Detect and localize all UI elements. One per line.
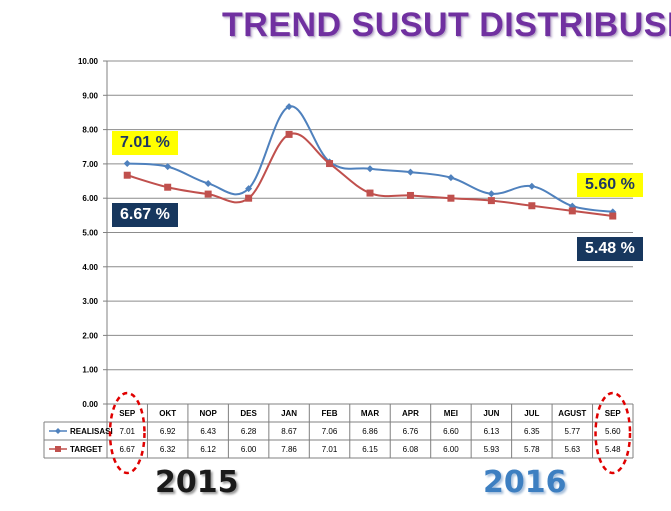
category-label: DES xyxy=(240,409,257,418)
highlight-circle xyxy=(594,391,632,475)
data-point-realisasi xyxy=(447,174,455,182)
data-point-target xyxy=(609,212,617,220)
target-start-callout: 6.67 % xyxy=(112,203,178,227)
table-cell-value: 6.00 xyxy=(241,445,257,454)
data-point-target xyxy=(487,197,495,205)
table-cell-value: 6.60 xyxy=(443,427,459,436)
table-cell-value: 5.78 xyxy=(524,445,540,454)
table-cell-value: 6.28 xyxy=(241,427,257,436)
y-tick-label: 4.00 xyxy=(82,263,98,272)
highlight-circle xyxy=(108,391,146,475)
table-cell-value: 5.93 xyxy=(484,445,500,454)
table-cell-value: 5.48 xyxy=(605,445,621,454)
data-point-realisasi xyxy=(245,185,253,193)
y-tick-label: 1.00 xyxy=(82,366,98,375)
y-tick-label: 10.00 xyxy=(78,57,99,66)
year-2015-label: 2015 xyxy=(155,465,239,500)
data-point-target xyxy=(568,207,576,215)
data-point-target xyxy=(204,190,212,198)
category-label: APR xyxy=(402,409,419,418)
y-tick-label: 6.00 xyxy=(82,194,98,203)
data-point-target xyxy=(528,202,536,210)
table-cell-value: 5.77 xyxy=(565,427,581,436)
data-point-realisasi xyxy=(528,182,536,190)
table-cell-value: 6.92 xyxy=(160,427,176,436)
data-point-realisasi xyxy=(366,165,374,173)
category-label: OKT xyxy=(159,409,176,418)
table-cell-value: 5.60 xyxy=(605,427,621,436)
y-tick-label: 5.00 xyxy=(82,229,98,238)
table-cell-value: 6.12 xyxy=(200,445,216,454)
table-cell-value: 6.00 xyxy=(443,445,459,454)
data-point-target xyxy=(447,194,455,202)
category-label: MEI xyxy=(444,409,458,418)
data-point-target xyxy=(123,171,131,179)
series-name-label: TARGET xyxy=(70,445,102,454)
y-tick-label: 9.00 xyxy=(82,91,98,100)
table-cell-value: 6.76 xyxy=(403,427,419,436)
table-cell-value: 6.86 xyxy=(362,427,378,436)
data-point-realisasi xyxy=(123,160,131,168)
category-label: MAR xyxy=(361,409,379,418)
table-cell-value: 8.67 xyxy=(281,427,297,436)
table-cell-value: 6.43 xyxy=(200,427,216,436)
data-point-realisasi xyxy=(406,168,414,176)
table-cell-value: 7.06 xyxy=(322,427,338,436)
year-2016-label: 2016 xyxy=(483,465,567,500)
y-tick-label: 3.00 xyxy=(82,297,98,306)
category-label: JAN xyxy=(281,409,297,418)
table-cell-value: 5.63 xyxy=(565,445,581,454)
y-tick-label: 7.00 xyxy=(82,160,98,169)
data-point-realisasi xyxy=(285,103,293,111)
table-cell-value: 6.35 xyxy=(524,427,540,436)
table-cell-value: 6.15 xyxy=(362,445,378,454)
data-point-target xyxy=(285,130,293,138)
realisasi-start-callout: 7.01 % xyxy=(112,131,178,155)
category-label: FEB xyxy=(322,409,338,418)
table-cell-value: 6.32 xyxy=(160,445,176,454)
data-point-target xyxy=(406,191,414,199)
legend-marker xyxy=(55,428,61,434)
category-label: JUL xyxy=(524,409,539,418)
data-point-target xyxy=(245,194,253,202)
realisasi-end-callout: 5.60 % xyxy=(577,173,643,197)
chart-title: TREND SUSUT DISTRIBUSI xyxy=(222,6,671,44)
category-label: SEP xyxy=(605,409,622,418)
category-label: SEP xyxy=(119,409,136,418)
table-cell-value: 7.86 xyxy=(281,445,297,454)
data-point-target xyxy=(366,189,374,197)
data-point-realisasi xyxy=(487,190,495,198)
legend-marker xyxy=(55,446,61,452)
series-line-target xyxy=(126,132,613,218)
series-name-label: REALISASI xyxy=(70,427,113,436)
table-cell-value: 6.67 xyxy=(119,445,135,454)
category-label: NOP xyxy=(199,409,217,418)
y-tick-label: 2.00 xyxy=(82,331,98,340)
category-label: AGUST xyxy=(558,409,586,418)
target-end-callout: 5.48 % xyxy=(577,237,643,261)
table-cell-value: 7.01 xyxy=(322,445,338,454)
table-cell-value: 6.08 xyxy=(403,445,419,454)
y-tick-label: 0.00 xyxy=(82,400,98,409)
data-point-target xyxy=(326,160,334,168)
category-label: JUN xyxy=(483,409,499,418)
table-cell-value: 6.13 xyxy=(484,427,500,436)
data-point-target xyxy=(164,183,172,191)
y-tick-label: 8.00 xyxy=(82,126,98,135)
table-cell-value: 7.01 xyxy=(119,427,135,436)
data-point-realisasi xyxy=(164,163,172,171)
data-point-realisasi xyxy=(204,179,212,187)
